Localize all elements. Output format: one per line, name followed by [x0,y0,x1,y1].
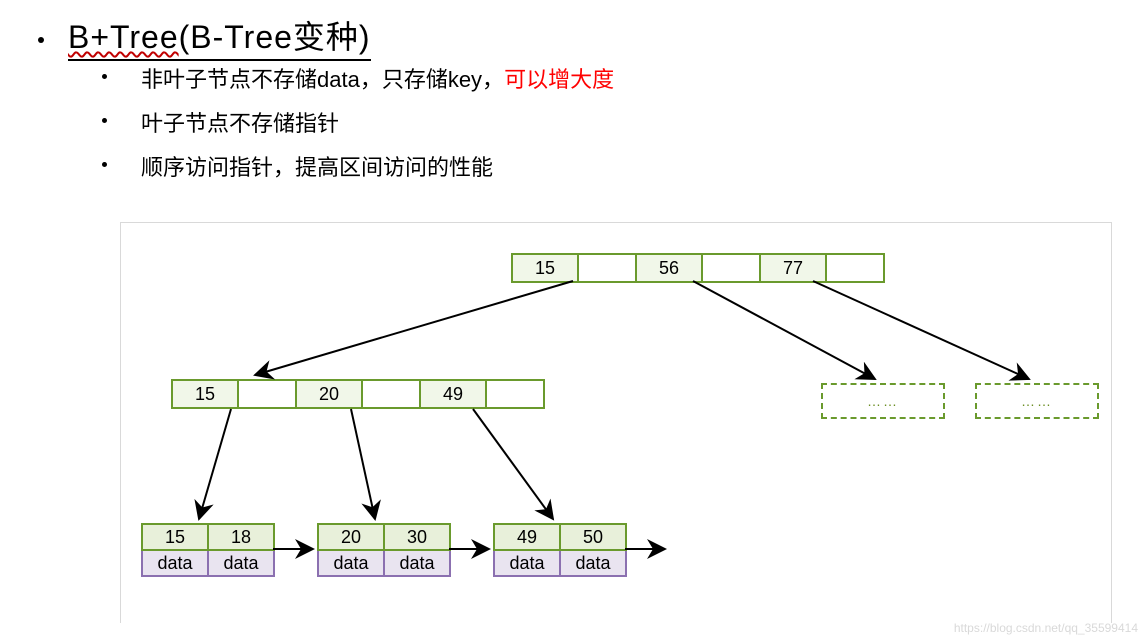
title-prefix: B+Tree [68,19,179,55]
leaf-key-cell: 50 [561,525,625,549]
leaf-key-cell: 49 [495,525,561,549]
tree-diagram: 155677 152049 …… …… 1518 datadata 2030 d… [120,222,1112,623]
pointer-cell [579,255,637,281]
leaf-key-cell: 20 [319,525,385,549]
page-title: B+Tree(B-Tree变种) [68,12,371,61]
placeholder-node: …… [975,383,1099,419]
list-item: 非叶子节点不存储data，只存储key，可以增大度 [102,62,614,94]
pointer-cell [239,381,297,407]
bullet-list: 非叶子节点不存储data，只存储key，可以增大度 叶子节点不存储指针 顺序访问… [102,62,614,194]
key-cell: 15 [513,255,579,281]
key-cell: 20 [297,381,363,407]
pointer-cell [703,255,761,281]
page: B+Tree(B-Tree变种) 非叶子节点不存储data，只存储key，可以增… [0,0,1146,639]
leaf-keys: 2030 [317,523,451,551]
pointer-cell [363,381,421,407]
title-suffix: (B-Tree变种) [179,19,371,55]
leaf-node: 4950 datadata [493,523,627,577]
pointer-cell [487,381,543,407]
leaf-data: datadata [493,551,627,577]
bullet-icon [102,74,107,79]
arrow [813,281,1029,379]
leaf-node: 1518 datadata [141,523,275,577]
arrow [199,409,231,519]
internal-node: 15 20 49 [171,379,545,409]
list-item: 顺序访问指针，提高区间访问的性能 [102,150,614,182]
bullet-icon [102,118,107,123]
key-cell: 56 [637,255,703,281]
leaf-data-cell: data [143,551,209,575]
leaf-data: datadata [317,551,451,577]
leaf-data-cell: data [385,551,449,575]
arrow [473,409,553,519]
key-cell: 49 [421,381,487,407]
bullet-icon [102,162,107,167]
leaf-node: 2030 datadata [317,523,451,577]
list-item-text: 顺序访问指针，提高区间访问的性能 [141,150,493,182]
leaf-key-cell: 15 [143,525,209,549]
leaf-data-cell: data [319,551,385,575]
title-row: B+Tree(B-Tree变种) [38,12,371,61]
key-cell: 15 [173,381,239,407]
leaf-data-cell: data [561,551,625,575]
leaf-key-cell: 30 [385,525,449,549]
leaf-key-cell: 18 [209,525,273,549]
pointer-cell [827,255,883,281]
placeholder-node: …… [821,383,945,419]
leaf-data-cell: data [209,551,273,575]
arrow [255,281,573,375]
root-node: 15 56 77 [511,253,885,283]
leaf-keys: 4950 [493,523,627,551]
bullet-icon [38,37,44,43]
arrow [351,409,375,519]
watermark: https://blog.csdn.net/qq_35599414 [954,621,1138,635]
list-item: 叶子节点不存储指针 [102,106,614,138]
leaf-keys: 1518 [141,523,275,551]
leaf-data-cell: data [495,551,561,575]
key-cell: 77 [761,255,827,281]
leaf-data: datadata [141,551,275,577]
list-item-text: 非叶子节点不存储data，只存储key，可以增大度 [141,62,614,94]
arrow [693,281,875,379]
list-item-text: 叶子节点不存储指针 [141,106,339,138]
